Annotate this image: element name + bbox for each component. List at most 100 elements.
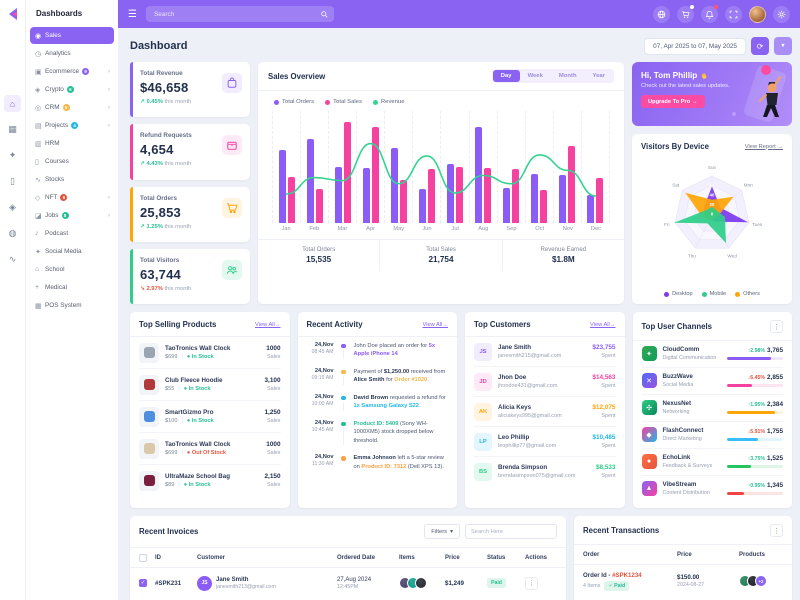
sidebar-item-podcast[interactable]: ♪ Podcast xyxy=(30,225,114,242)
activity-row: 24,Nov 10:00 AM David Brown requested a re… xyxy=(307,389,449,415)
sidebar-item-social-media[interactable]: ✦ Social Media xyxy=(30,243,114,260)
select-all-checkbox[interactable] xyxy=(139,553,147,562)
transactions-menu-button[interactable]: ⋮ xyxy=(770,524,783,537)
invoice-row[interactable]: ✓ #SPK231 JS Jane Smith janesmith213@gmail.c… xyxy=(130,568,566,598)
tab-month[interactable]: Month xyxy=(558,73,577,79)
transaction-row[interactable]: Order Id - #SPK1234 4 Items ✓ Paid $150.00 2… xyxy=(574,565,792,597)
channel-name: CloudComm xyxy=(662,346,700,354)
sidebar-item-medical[interactable]: + Medical xyxy=(30,279,114,296)
product-row[interactable]: TaoTronics Wall Clock $699 | ● Out Of Stock… xyxy=(139,433,281,465)
customer-row[interactable]: BS Brenda Simpson brendasimpson075@gmail.c… xyxy=(474,457,616,486)
sidebar-item-hrm[interactable]: ▥ HRM xyxy=(30,135,114,152)
view-report-link[interactable]: View Report → xyxy=(744,143,783,150)
menu-toggle-icon[interactable]: ☰ xyxy=(128,8,137,20)
echolink-logo: ● xyxy=(641,454,657,469)
maps-icon[interactable]: ◍ xyxy=(8,228,17,238)
product-row[interactable]: TaoTronics Wall Clock $699 | ● In Stock 1000… xyxy=(139,337,281,369)
radar-axis-mon: Mon xyxy=(744,183,753,188)
product-row[interactable]: Club Fleece Hoodie $55 | ● In Stock 3,100 Sal… xyxy=(139,369,281,401)
customer-row[interactable]: LP Leo Phillip leophillip77@gmail.com $10,4… xyxy=(474,427,616,457)
refresh-button[interactable]: ⟳ xyxy=(751,37,769,55)
channel-row-buzzwave[interactable]: ✕ BuzzWave Social Media ↓6.45% 2,855 xyxy=(641,368,783,395)
brand-logo[interactable] xyxy=(4,5,22,23)
customer-row[interactable]: AK Alicia Keys aliciakeys995@gmail.com $12,… xyxy=(474,397,616,427)
trend-up-icon: ↗ 0.45% xyxy=(140,99,163,105)
sidebar-item-sales[interactable]: ◉ Sales xyxy=(30,27,114,44)
fullscreen-button[interactable] xyxy=(725,5,742,23)
stat-card-refund-requests[interactable]: Refund Requests 4,654 ↗ 4.43% this month xyxy=(130,124,250,180)
customer-email: brendasimpson075@gmail.com xyxy=(498,472,576,479)
stat-card-total-orders[interactable]: Total Orders 25,853 ↗ 1.25% this month xyxy=(130,186,250,242)
amount-spent: $8,533 xyxy=(595,464,616,472)
channel-trend: ↑1.95% xyxy=(747,402,765,408)
date-range-picker[interactable]: 07, Apr 2025 to 07, May 2025 xyxy=(644,37,746,55)
sidebar-item-school[interactable]: ⌂ School xyxy=(30,261,114,278)
sidebar-item-ecommerce[interactable]: ▣ Ecommerce 9 › xyxy=(30,63,114,80)
activity-segment[interactable]: 5x Apple iPhone 14 xyxy=(353,342,436,358)
search-input[interactable] xyxy=(151,9,321,19)
timeline-line xyxy=(343,402,344,411)
language-globe-button[interactable] xyxy=(653,5,670,23)
channel-row-cloudcomm[interactable]: ✦ CloudComm Digital Communication ↑2.98% 3,7… xyxy=(641,341,783,368)
channel-row-nexusnet[interactable]: ✣ NexusNet Networking ↑1.95% 2,384 xyxy=(641,395,783,422)
tab-year[interactable]: Year xyxy=(592,73,605,79)
sidebar-item-analytics[interactable]: ◷ Analytics xyxy=(30,45,114,62)
row-actions-button[interactable]: ⋮ xyxy=(525,576,538,590)
stat-value: 25,853 xyxy=(140,204,181,220)
notifications-button[interactable] xyxy=(701,4,718,23)
filter-button[interactable]: ▼ xyxy=(774,37,792,55)
sidebar-item-label: POS System xyxy=(45,302,82,309)
customer-info: Brenda Simpson brendasimpson075@gmail.com xyxy=(498,464,590,479)
view-all-products-link[interactable]: View All→ xyxy=(255,321,281,328)
user-avatar[interactable] xyxy=(749,5,766,23)
global-search[interactable] xyxy=(145,6,334,22)
sidebar-item-crm[interactable]: ◎ CRM 5 › xyxy=(30,99,114,116)
upgrade-to-pro-button[interactable]: Upgrade To Pro → xyxy=(641,95,705,108)
icon-rail: ⌂ ▦ ✦ ▯ ◈ ◍ ∿ xyxy=(0,0,26,600)
bag-icon xyxy=(222,73,242,93)
sidebar-item-stocks[interactable]: ∿ Stocks xyxy=(30,171,114,188)
tab-day[interactable]: Day xyxy=(492,70,520,82)
product-image-kettle xyxy=(139,438,159,459)
sidebar-item-pos-system[interactable]: ▦ POS System xyxy=(30,297,114,314)
stat-card-total-revenue[interactable]: Total Revenue $46,658 ↗ 0.45% this month xyxy=(130,62,250,118)
settings-button[interactable] xyxy=(773,5,790,23)
charts-icon[interactable]: ∿ xyxy=(8,254,17,264)
channels-menu-button[interactable]: ⋮ xyxy=(770,320,783,333)
sidebar-item-jobs[interactable]: ◪ Jobs 8 › xyxy=(30,207,114,224)
product-row[interactable]: UltraMaze School Bag $89 | ● In Stock 2,150 S… xyxy=(139,465,281,496)
channel-row-flashconnect[interactable]: ◆ FlashConnect Direct Marketing ↓5.91% 1,755 xyxy=(641,422,783,449)
tab-week[interactable]: Week xyxy=(527,73,543,79)
cart-button[interactable] xyxy=(677,4,694,23)
sidebar-badge: 5 xyxy=(62,104,70,111)
stat-card-total-visitors[interactable]: Total Visitors 63,744 ↘ 2.97% this month xyxy=(130,248,250,304)
channel-row-vibestream[interactable]: ▲ VibeStream Content Distribution ↑0.95% 1,3… xyxy=(641,476,783,502)
view-all-activity-link[interactable]: View All→ xyxy=(422,321,449,328)
activity-segment[interactable]: 1x Samsung Galaxy S22 xyxy=(353,403,419,410)
sales-unit: Sales xyxy=(267,417,281,424)
product-row[interactable]: SmartGizmo Pro $100 | ● In Stock 1,250 Sales xyxy=(139,401,281,433)
apps-grid-icon[interactable]: ▦ xyxy=(8,124,17,134)
pages-icon[interactable]: ▯ xyxy=(10,176,15,186)
channel-progress-fill xyxy=(727,411,776,414)
activity-segment[interactable]: Order #1020 xyxy=(394,377,428,384)
elements-icon[interactable]: ◈ xyxy=(9,202,16,212)
home-icon[interactable]: ⌂ xyxy=(4,95,21,112)
invoice-search-input[interactable] xyxy=(465,524,557,539)
customer-row[interactable]: JD Jhon Doe jhondoe431@gmail.com $14,563 Spe… xyxy=(474,367,616,397)
sidebar-item-projects[interactable]: ▤ Projects 4 › xyxy=(30,117,114,134)
filters-button[interactable]: Filters ▾ xyxy=(424,524,460,539)
activity-segment[interactable]: Product ID: 7312 xyxy=(361,463,407,470)
sidebar-item-courses[interactable]: ▯ Courses xyxy=(30,153,114,170)
chart-month-group xyxy=(526,111,554,223)
channel-row-echolink[interactable]: ● EchoLink Feedback & Surveys ↑3.75% 1,525 xyxy=(641,449,783,476)
stat-label: Total Revenue xyxy=(140,70,183,77)
sidebar-item-crypto[interactable]: ◈ Crypto 6 › xyxy=(30,81,114,98)
customer-row[interactable]: JS Jane Smith janesmith215@gmail.com $23,75… xyxy=(474,337,616,367)
row-checkbox[interactable]: ✓ xyxy=(139,579,147,587)
product-price: $699 xyxy=(165,450,178,456)
activity-segment[interactable]: Product ID: 5409 xyxy=(353,420,399,427)
widgets-icon[interactable]: ✦ xyxy=(8,150,17,160)
sidebar-item-nft[interactable]: ◇ NFT 6 › xyxy=(30,189,114,206)
view-all-customers-link[interactable]: View All→ xyxy=(590,321,616,328)
